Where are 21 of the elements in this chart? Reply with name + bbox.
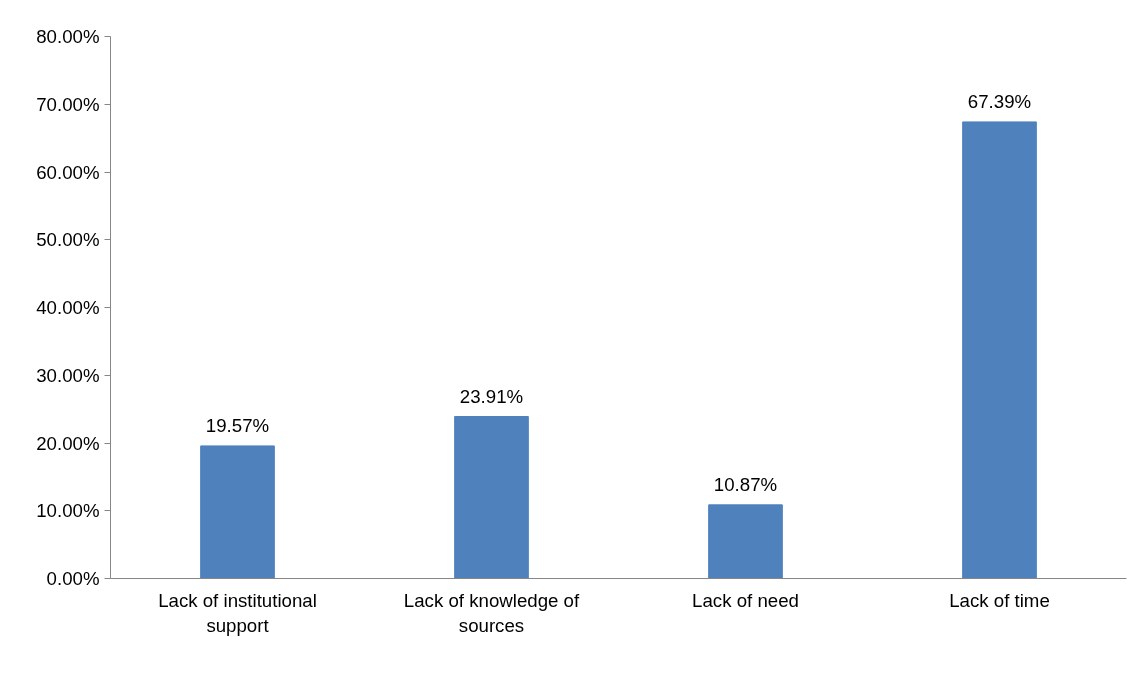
data-label: 67.39% — [967, 90, 1032, 112]
bar — [454, 416, 529, 579]
y-tick-label: 20.00% — [36, 432, 100, 454]
bar — [200, 445, 275, 579]
y-tick-label: 10.00% — [36, 500, 100, 522]
y-tick-label: 60.00% — [36, 161, 100, 183]
y-tick-label: 70.00% — [36, 93, 100, 115]
x-tick-label: Lack of institutional support — [158, 589, 317, 636]
y-tick-label: 50.00% — [36, 229, 100, 251]
data-label: 23.91% — [459, 385, 524, 407]
bar — [962, 121, 1037, 579]
bar — [708, 504, 783, 579]
y-tick-label: 40.00% — [36, 297, 100, 318]
data-label: 19.57% — [205, 414, 270, 436]
y-tick-label: 80.00% — [36, 26, 100, 47]
y-tick-label: 0.00% — [46, 568, 100, 589]
x-tick-label: Lack of time — [949, 589, 1050, 611]
y-tick-label: 30.00% — [36, 364, 100, 386]
data-label: 10.87% — [713, 473, 778, 495]
x-tick-label: Lack of need — [692, 589, 799, 611]
x-tick-label: Lack of knowledge of sources — [403, 589, 580, 636]
